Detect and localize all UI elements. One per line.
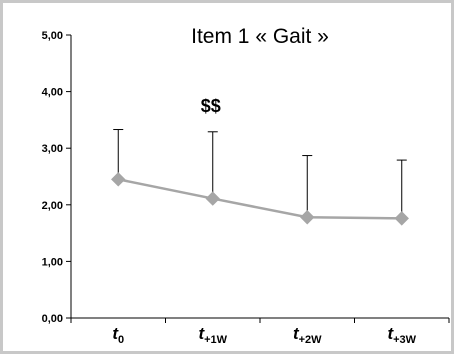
x-category-label: t+3W	[387, 324, 416, 346]
x-category-label: t+1W	[198, 324, 227, 346]
y-tick-label: 2,00	[42, 200, 63, 212]
error-bars	[113, 129, 407, 219]
x-category-label: t0	[112, 324, 124, 346]
y-tick-label: 4,00	[42, 87, 63, 99]
series-lines	[118, 178, 402, 220]
y-tick-label: 0,00	[42, 313, 63, 325]
y-tick-label: 1,00	[42, 256, 63, 268]
data-point-marker	[205, 191, 220, 206]
significance-annotation: $$	[201, 96, 221, 116]
y-tick-label: 3,00	[42, 143, 63, 155]
axes: 0,00 1,00 2,00 3,00 4,00 5,00 t0 t+1W t+2W t+3W	[42, 30, 450, 346]
chart-svg: Item 1 « Gait » 0,00 1,00 2,00 3,00 4,00 5,00…	[42, 25, 450, 346]
data-point-marker	[111, 172, 126, 187]
data-point-marker	[394, 211, 409, 226]
y-tick-label: 5,00	[42, 30, 63, 42]
annotations: $$	[201, 96, 221, 116]
chart-title: Item 1 « Gait »	[191, 25, 329, 48]
markers	[111, 172, 409, 226]
data-point-marker	[300, 210, 315, 225]
series-line	[118, 178, 402, 220]
x-category-label: t+2W	[293, 324, 322, 346]
